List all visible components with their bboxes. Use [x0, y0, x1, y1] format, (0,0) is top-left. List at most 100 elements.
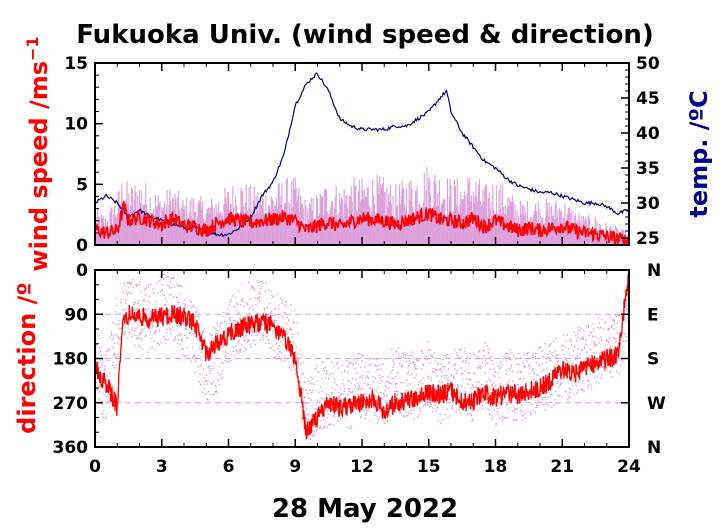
wind-direction-raw-point: [343, 398, 345, 400]
wind-direction-raw-point: [237, 341, 239, 344]
wind-direction-raw-point: [137, 344, 140, 347]
wind-direction-raw-point: [133, 329, 136, 332]
wind-direction-raw-point: [545, 374, 547, 376]
wind-direction-raw-point: [586, 352, 589, 354]
wind-direction-raw-point: [251, 285, 253, 287]
wind-direction-raw-point: [300, 417, 303, 420]
wind-direction-raw-point: [124, 302, 127, 304]
wind-direction-raw-point: [338, 367, 340, 369]
wind-direction-raw-point: [614, 313, 617, 315]
wind-direction-raw-point: [498, 407, 501, 409]
wind-direction-raw-point: [212, 380, 215, 383]
wind-direction-raw-point: [417, 359, 419, 361]
wind-direction-raw-point: [556, 382, 558, 384]
wind-direction-raw-point: [308, 414, 311, 416]
wind-direction-raw-point: [98, 346, 101, 349]
wind-direction-raw-point: [248, 339, 250, 341]
wind-direction-raw-point: [319, 406, 322, 409]
wind-direction-raw-point: [220, 373, 222, 376]
wind-direction-raw-point: [204, 381, 206, 384]
wind-direction-raw-point: [279, 326, 281, 329]
wind-direction-raw-point: [367, 371, 369, 373]
wind-direction-raw-point: [499, 361, 502, 364]
wind-direction-raw-point: [599, 336, 602, 338]
wind-direction-raw-point: [478, 366, 480, 369]
wind-direction-raw-point: [264, 309, 266, 311]
wind-direction-raw-point: [298, 353, 300, 355]
wind-direction-raw-point: [489, 392, 492, 394]
wind-direction-raw-point: [354, 391, 357, 393]
wind-direction-raw-point: [582, 380, 585, 382]
wind-direction-raw-point: [318, 391, 320, 393]
wind-direction-raw-point: [118, 319, 120, 322]
wind-direction-raw-point: [180, 333, 182, 336]
wind-direction-raw-point: [496, 393, 498, 396]
wind-direction-raw-point: [452, 365, 455, 367]
wind-direction-raw-point: [465, 362, 467, 364]
wind-direction-raw-point: [588, 357, 591, 360]
wind-direction-raw-point: [116, 323, 118, 326]
wind-direction-raw-point: [581, 349, 583, 352]
wind-direction-raw-point: [346, 371, 349, 374]
wind-direction-raw-point: [625, 336, 627, 338]
wind-direction-raw-point: [460, 356, 462, 358]
wind-direction-raw-point: [354, 367, 357, 370]
wind-direction-raw-point: [325, 372, 327, 375]
wind-direction-raw-point: [611, 325, 613, 327]
wind-direction-raw-point: [544, 396, 547, 398]
wind-direction-raw-point: [109, 337, 111, 339]
wind-direction-raw-point: [481, 362, 483, 364]
wind-direction-raw-point: [110, 331, 112, 333]
wind-direction-raw-point: [505, 416, 508, 419]
wind-direction-raw-point: [612, 336, 614, 338]
wind-direction-raw-point: [615, 370, 618, 373]
wind-direction-raw-point: [269, 302, 271, 305]
wind-direction-raw-point: [331, 361, 333, 364]
wind-direction-raw-point: [155, 331, 157, 333]
wind-direction-raw-point: [225, 355, 227, 357]
wind-direction-raw-point: [457, 386, 460, 389]
wind-direction-raw-point: [439, 369, 441, 371]
wind-direction-raw-point: [127, 337, 129, 339]
wind-direction-raw-point: [199, 373, 201, 375]
wind-direction-raw-point: [277, 347, 279, 350]
wind-direction-raw-point: [295, 351, 297, 353]
wind-direction-raw-point: [613, 318, 615, 321]
wind-direction-raw-point: [494, 375, 496, 378]
wind-direction-raw-point: [228, 313, 230, 315]
wind-direction-raw-point: [593, 376, 596, 379]
wind-direction-raw-point: [444, 377, 447, 379]
wind-direction-raw-point: [297, 332, 299, 334]
wind-direction-raw-point: [493, 368, 495, 371]
wind-direction-raw-point: [601, 374, 603, 376]
wind-direction-raw-point: [575, 334, 577, 337]
wind-direction-raw-point: [571, 363, 574, 365]
wind-direction-raw-point: [451, 407, 453, 410]
wind-direction-raw-point: [288, 361, 290, 363]
wind-direction-raw-point: [292, 366, 295, 368]
wind-direction-raw-point: [301, 420, 303, 422]
wind-direction-raw-point: [401, 366, 404, 368]
wind-direction-raw-point: [410, 354, 412, 357]
top-plot-area: [95, 71, 629, 245]
wind-direction-raw-point: [488, 409, 491, 411]
wind-direction-raw-point: [430, 356, 433, 358]
wind-direction-raw-point: [521, 419, 523, 421]
wind-direction-raw-point: [122, 309, 124, 311]
wind-direction-raw-point: [577, 329, 579, 331]
wind-direction-raw-point: [461, 372, 464, 375]
wind-direction-raw-point: [131, 329, 133, 331]
wind-direction-raw-point: [132, 286, 134, 289]
wind-direction-raw-point: [598, 342, 600, 344]
wind-direction-raw-point: [267, 313, 269, 315]
wind-direction-raw-point: [123, 282, 125, 285]
wind-direction-raw-point: [407, 371, 410, 373]
wind-direction-raw-point: [138, 283, 140, 286]
wind-direction-raw-point: [381, 397, 383, 400]
wind-direction-raw-point: [588, 334, 590, 337]
wind-direction-raw-point: [251, 329, 253, 331]
wind-direction-raw-point: [181, 340, 183, 342]
wind-direction-raw-point: [555, 338, 557, 340]
wind-direction-raw-point: [297, 359, 299, 361]
wind-direction-raw-point: [376, 358, 379, 361]
